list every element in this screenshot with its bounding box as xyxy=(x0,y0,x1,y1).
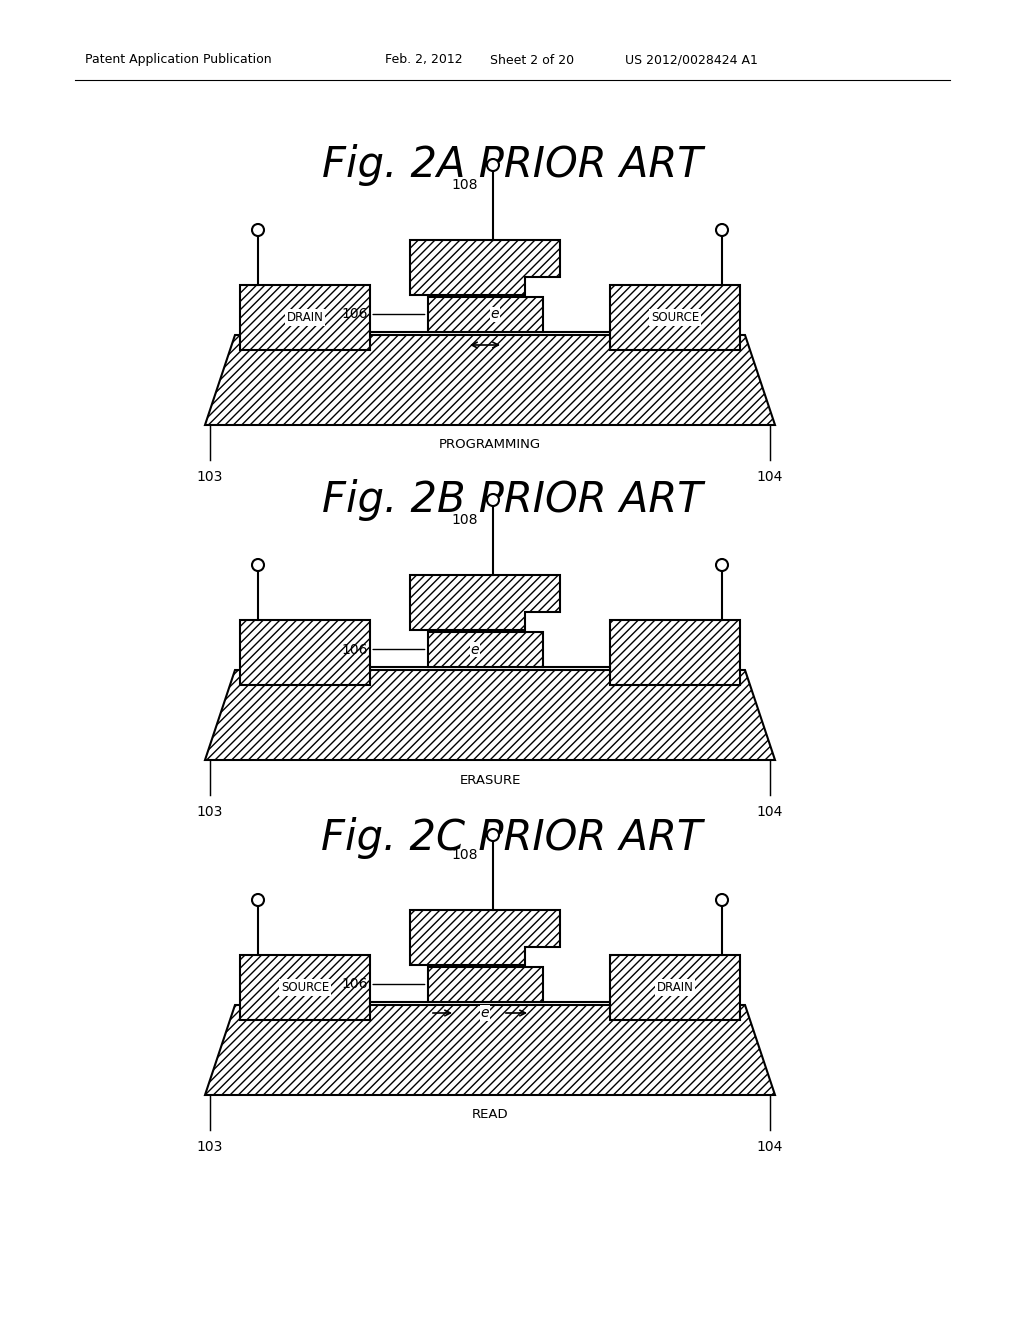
Text: US 2012/0028424 A1: US 2012/0028424 A1 xyxy=(625,54,758,66)
Text: e: e xyxy=(490,308,500,322)
Text: 106: 106 xyxy=(341,978,425,991)
Text: 108: 108 xyxy=(452,847,478,862)
Text: 104: 104 xyxy=(757,805,783,818)
Text: 106: 106 xyxy=(341,643,425,656)
Text: Fig. 2B PRIOR ART: Fig. 2B PRIOR ART xyxy=(322,479,702,521)
Circle shape xyxy=(487,494,499,506)
Text: PROGRAMMING: PROGRAMMING xyxy=(439,438,541,451)
Bar xyxy=(610,285,740,350)
Polygon shape xyxy=(205,671,775,760)
Circle shape xyxy=(252,224,264,236)
Bar xyxy=(610,954,740,1020)
Polygon shape xyxy=(410,240,560,294)
Circle shape xyxy=(716,894,728,906)
Bar xyxy=(240,620,370,685)
Bar xyxy=(427,297,543,333)
Text: DRAIN: DRAIN xyxy=(287,312,324,323)
Text: 108: 108 xyxy=(452,513,478,527)
Bar xyxy=(427,632,543,667)
Polygon shape xyxy=(410,576,560,630)
Text: ERASURE: ERASURE xyxy=(460,774,520,787)
Text: 103: 103 xyxy=(197,470,223,484)
Bar xyxy=(610,620,740,685)
Circle shape xyxy=(487,829,499,841)
Text: SOURCE: SOURCE xyxy=(651,312,699,323)
Text: e: e xyxy=(480,1006,489,1020)
Text: Feb. 2, 2012: Feb. 2, 2012 xyxy=(385,54,463,66)
Circle shape xyxy=(487,158,499,172)
Circle shape xyxy=(716,224,728,236)
Text: 106: 106 xyxy=(341,308,425,322)
Text: e: e xyxy=(471,643,479,656)
Polygon shape xyxy=(205,335,775,425)
Text: 104: 104 xyxy=(757,470,783,484)
Text: READ: READ xyxy=(472,1109,508,1122)
Circle shape xyxy=(252,558,264,572)
Polygon shape xyxy=(410,909,560,965)
Text: SOURCE: SOURCE xyxy=(281,981,329,994)
Polygon shape xyxy=(205,1005,775,1096)
Circle shape xyxy=(716,558,728,572)
Text: Fig. 2A PRIOR ART: Fig. 2A PRIOR ART xyxy=(322,144,702,186)
Text: Patent Application Publication: Patent Application Publication xyxy=(85,54,271,66)
Text: 103: 103 xyxy=(197,805,223,818)
Text: 108: 108 xyxy=(452,178,478,191)
Text: Sheet 2 of 20: Sheet 2 of 20 xyxy=(490,54,574,66)
Text: DRAIN: DRAIN xyxy=(656,981,693,994)
Text: 103: 103 xyxy=(197,1140,223,1154)
Text: Fig. 2C PRIOR ART: Fig. 2C PRIOR ART xyxy=(322,817,702,859)
Bar xyxy=(240,285,370,350)
Bar xyxy=(427,968,543,1002)
Circle shape xyxy=(252,894,264,906)
Bar xyxy=(240,954,370,1020)
Text: 104: 104 xyxy=(757,1140,783,1154)
